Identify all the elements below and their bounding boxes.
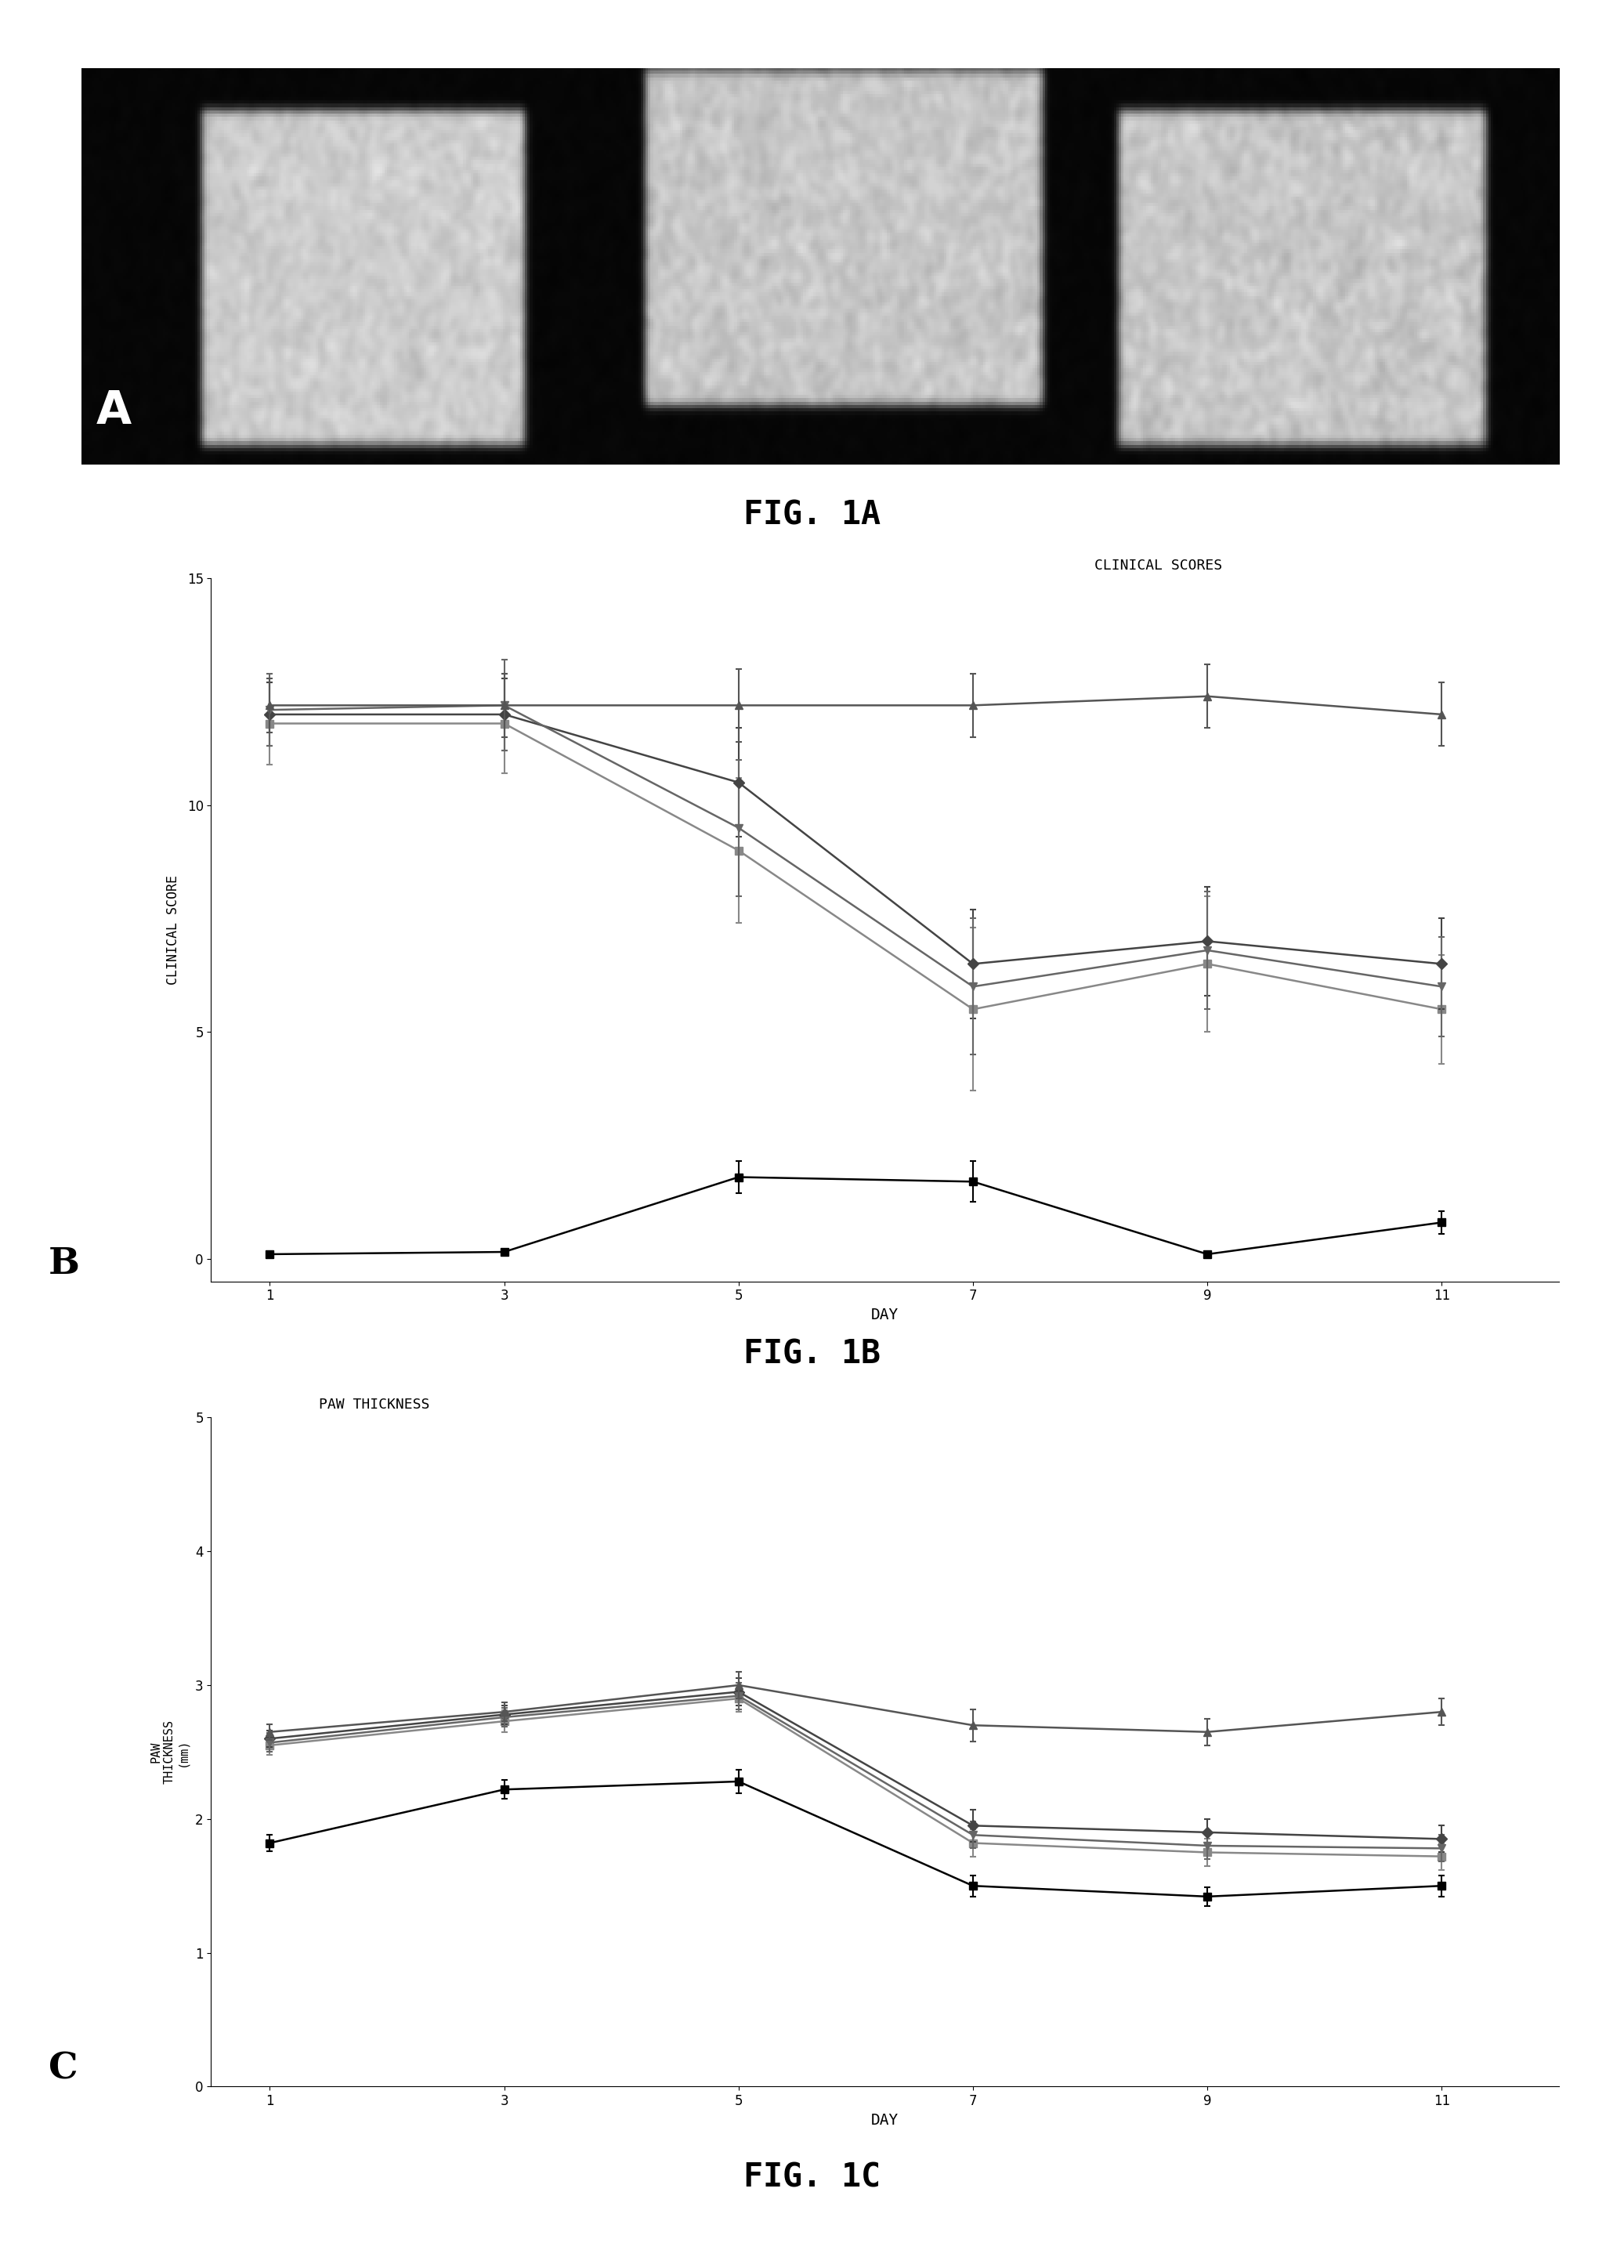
Text: PAW THICKNESS: PAW THICKNESS [318,1397,430,1413]
Y-axis label: PAW
THICKNESS
(mm): PAW THICKNESS (mm) [149,1719,188,1785]
X-axis label: DAY: DAY [870,1306,900,1322]
X-axis label: DAY: DAY [870,2112,900,2127]
Y-axis label: CLINICAL SCORE: CLINICAL SCORE [166,875,180,984]
Text: FIG. 1A: FIG. 1A [744,499,880,531]
Text: FIG. 1B: FIG. 1B [744,1338,880,1370]
Text: FIG. 1C: FIG. 1C [744,2161,880,2193]
Text: A: A [96,388,132,433]
Text: B: B [49,1245,80,1281]
Text: CLINICAL SCORES: CLINICAL SCORES [1095,558,1221,574]
Text: C: C [49,2050,78,2087]
